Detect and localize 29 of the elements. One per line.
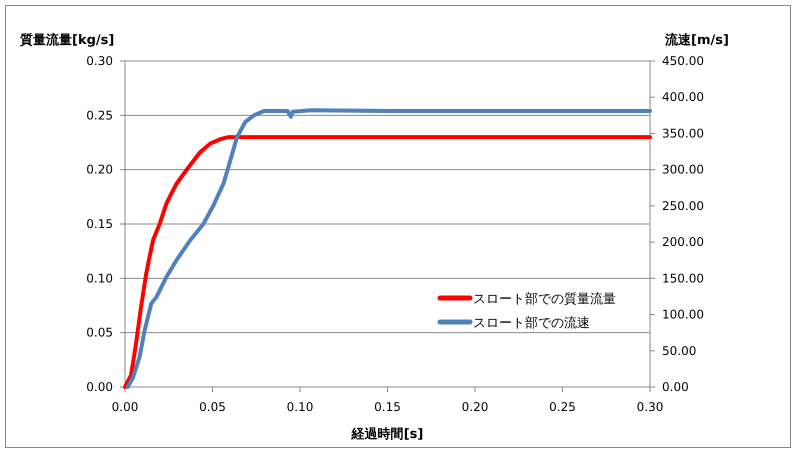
x-tick-label: 0.30 [636,400,664,414]
x-tick-label: 0.25 [549,400,576,414]
legend-label: スロート部での流速 [473,315,590,331]
legend-label: スロート部での質量流量 [473,291,616,307]
x-tick-label: 0.20 [462,400,488,414]
y2-tick-label: 0.00 [662,380,689,394]
y2-tick-label: 50.00 [662,344,696,358]
y2-axis-title: 流速[m/s] [664,32,729,48]
y-tick-label: 0.20 [86,162,113,177]
x-tick-label: 0.10 [286,400,314,414]
y-tick-label: 0.10 [86,271,113,286]
y-tick-label: 0.00 [86,380,113,394]
y-tick-label: 0.15 [86,217,113,231]
y2-tick-label: 400.00 [662,90,704,104]
y-tick-label: 0.30 [86,54,113,68]
y2-tick-label: 450.00 [662,54,704,68]
y2-tick-label: 200.00 [662,235,704,250]
y2-tick-label: 100.00 [662,308,704,322]
y-tick-label: 0.25 [86,108,113,122]
x-axis-title: 経過時間[s] [350,427,424,442]
x-tick-label: 0.15 [374,400,401,414]
y2-tick-label: 150.00 [662,271,704,286]
y-tick-label: 0.05 [86,326,113,340]
y-axis-title: 質量流量[kg/s] [19,32,114,48]
x-tick-label: 0.05 [199,400,226,414]
y2-tick-label: 350.00 [662,126,704,140]
x-tick-label: 0.00 [112,400,138,414]
y2-tick-label: 300.00 [662,162,704,177]
y2-tick-label: 250.00 [662,198,704,213]
